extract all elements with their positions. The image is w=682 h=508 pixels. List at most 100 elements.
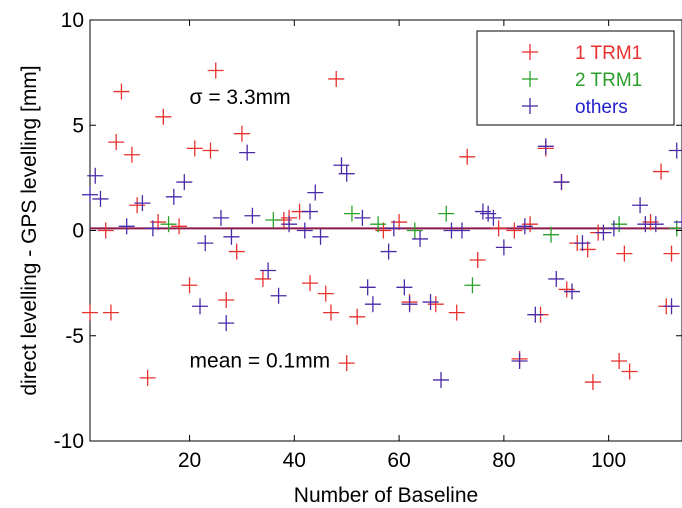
legend-label-others: others (575, 97, 628, 118)
y-tick-label: -5 (65, 325, 84, 348)
data-point (653, 163, 670, 180)
data-point (160, 216, 177, 233)
y-tick-label: -10 (54, 430, 84, 453)
data-point (144, 220, 161, 237)
legend-label-1-trm1: 1 TRM1 (575, 43, 642, 64)
data-point (118, 218, 135, 235)
x-tick-label: 20 (178, 449, 201, 472)
data-point (647, 216, 664, 233)
data-point (548, 270, 565, 287)
data-point (338, 165, 355, 182)
data-point (223, 228, 240, 245)
data-point (281, 216, 298, 233)
data-point (584, 374, 601, 391)
data-point (265, 211, 282, 228)
data-point (82, 304, 98, 321)
data-point (380, 243, 397, 260)
data-point (139, 369, 156, 386)
data-point (433, 371, 450, 388)
data-point (134, 195, 151, 212)
data-point (663, 245, 680, 262)
y-tick-label: 5 (72, 114, 84, 137)
data-point (87, 167, 104, 184)
data-point (537, 138, 554, 155)
legend-markers (522, 44, 538, 114)
axis-ticks: 20 40 60 80 100 -10 -5 0 5 10 (54, 9, 682, 472)
data-point (228, 243, 245, 260)
data-point (396, 279, 413, 296)
data-point (511, 353, 528, 370)
data-point (422, 294, 439, 311)
data-point (516, 218, 533, 235)
legend-marker (522, 44, 538, 60)
data-point (663, 298, 680, 315)
x-axis-label: Number of Baseline (294, 484, 478, 507)
data-point (176, 174, 193, 191)
data-point (165, 188, 182, 205)
data-point (254, 270, 271, 287)
data-point (364, 296, 381, 313)
data-point (171, 218, 188, 235)
x-tick-label: 80 (492, 449, 515, 472)
data-point (239, 144, 256, 161)
data-point (385, 220, 402, 237)
sigma-annotation: σ = 3.3mm (190, 86, 291, 109)
data-point (349, 308, 366, 325)
data-point (343, 205, 360, 222)
data-point (244, 207, 261, 224)
data-point (270, 287, 287, 304)
data-point (611, 353, 628, 370)
data-point (123, 146, 140, 163)
data-point (218, 291, 235, 308)
data-point (412, 230, 429, 247)
data-point (233, 125, 250, 142)
data-point (333, 157, 350, 174)
data-point (632, 197, 649, 214)
data-point (322, 304, 339, 321)
data-point (354, 209, 371, 226)
data-point (108, 134, 125, 151)
data-point (506, 222, 523, 239)
data-point (186, 140, 203, 157)
data-point (495, 239, 512, 256)
data-point (406, 222, 423, 239)
data-point (260, 262, 277, 279)
data-point (82, 186, 98, 203)
data-point (616, 245, 633, 262)
data-point (218, 315, 235, 332)
data-point (97, 222, 114, 239)
data-point (317, 285, 334, 302)
data-point (674, 214, 682, 231)
data-point (212, 209, 229, 226)
data-point (113, 83, 130, 100)
data-point (307, 184, 324, 201)
y-tick-label: 10 (61, 9, 84, 32)
x-tick-label: 60 (387, 449, 410, 472)
data-point (459, 148, 476, 165)
data-point (448, 304, 465, 321)
legend-label-2-trm1: 2 TRM1 (575, 70, 642, 91)
data-point (370, 216, 387, 233)
data-point (485, 209, 502, 226)
data-point (202, 142, 219, 159)
data-point (438, 205, 455, 222)
data-point (181, 277, 198, 294)
data-point (197, 235, 214, 252)
data-point (102, 304, 119, 321)
data-point (553, 174, 570, 191)
x-tick-label: 100 (591, 449, 626, 472)
x-tick-label: 40 (283, 449, 306, 472)
data-point (328, 70, 345, 87)
data-point (192, 298, 209, 315)
data-point (359, 279, 376, 296)
data-point (668, 220, 682, 237)
data-point (605, 220, 622, 237)
data-point (302, 275, 319, 292)
data-point (595, 224, 612, 241)
data-point (668, 142, 682, 159)
data-point (469, 251, 486, 268)
legend: 1 TRM1 2 TRM1 others (476, 30, 675, 126)
legend-marker (522, 98, 538, 114)
data-point (92, 190, 109, 207)
